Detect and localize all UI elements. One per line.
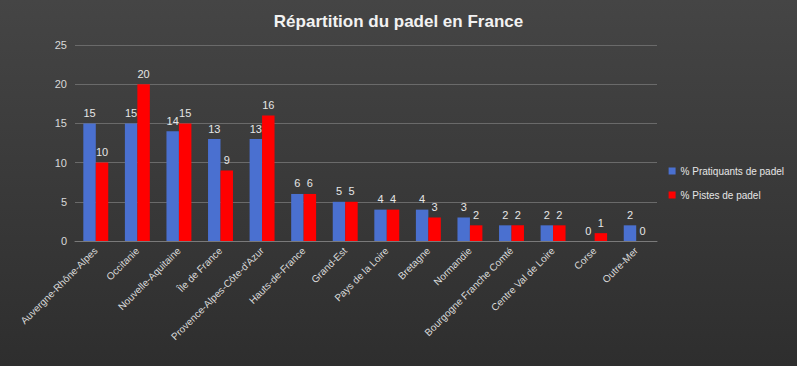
svg-text:Centre Val de Loire: Centre Val de Loire xyxy=(489,245,557,313)
svg-text:Occitanie: Occitanie xyxy=(104,245,142,283)
svg-text:20: 20 xyxy=(55,78,67,90)
svg-text:Nouvelle-Aquitaine: Nouvelle-Aquitaine xyxy=(116,245,183,312)
svg-text:4: 4 xyxy=(390,193,396,205)
svg-text:5: 5 xyxy=(336,185,342,197)
svg-text:13: 13 xyxy=(250,123,262,135)
svg-text:5: 5 xyxy=(348,185,354,197)
svg-text:6: 6 xyxy=(294,177,300,189)
svg-text:14: 14 xyxy=(167,115,179,127)
svg-text:Auvergne-Rhône-Alpes: Auvergne-Rhône-Alpes xyxy=(19,245,100,326)
svg-text:Pays de la Loire: Pays de la Loire xyxy=(332,245,391,304)
svg-text:1: 1 xyxy=(598,217,604,229)
svg-text:% Pistes de padel: % Pistes de padel xyxy=(681,190,761,201)
svg-text:6: 6 xyxy=(307,177,313,189)
svg-text:2: 2 xyxy=(502,209,508,221)
svg-text:20: 20 xyxy=(137,68,149,80)
svg-text:2: 2 xyxy=(556,209,562,221)
svg-text:15: 15 xyxy=(125,107,137,119)
svg-text:13: 13 xyxy=(208,123,220,135)
svg-text:2: 2 xyxy=(473,209,479,221)
svg-text:15: 15 xyxy=(83,107,95,119)
svg-text:9: 9 xyxy=(224,154,230,166)
svg-text:3: 3 xyxy=(432,201,438,213)
svg-text:4: 4 xyxy=(419,193,425,205)
svg-text:Bretagne: Bretagne xyxy=(396,245,433,282)
svg-text:0: 0 xyxy=(61,235,67,247)
svg-text:Corse: Corse xyxy=(572,245,599,272)
svg-text:5: 5 xyxy=(61,196,67,208)
svg-text:Bourgogne Franche Comté: Bourgogne Franche Comté xyxy=(422,245,516,339)
svg-text:2: 2 xyxy=(627,209,633,221)
svg-text:10: 10 xyxy=(55,157,67,169)
svg-text:0: 0 xyxy=(639,225,645,237)
svg-text:2: 2 xyxy=(515,209,521,221)
svg-text:% Pratiquants de padel: % Pratiquants de padel xyxy=(681,166,784,177)
svg-text:16: 16 xyxy=(262,99,274,111)
svg-text:3: 3 xyxy=(461,201,467,213)
svg-text:Île de France: Île de France xyxy=(175,245,225,295)
svg-text:Outre-Mer: Outre-Mer xyxy=(600,245,640,285)
svg-text:10: 10 xyxy=(96,146,108,158)
svg-text:Grand-Est: Grand-Est xyxy=(309,245,349,285)
svg-text:Hauts-de-France: Hauts-de-France xyxy=(247,245,308,306)
svg-text:15: 15 xyxy=(55,117,67,129)
svg-text:15: 15 xyxy=(179,107,191,119)
svg-text:4: 4 xyxy=(377,193,383,205)
svg-text:2: 2 xyxy=(544,209,550,221)
svg-text:25: 25 xyxy=(55,39,67,51)
svg-text:0: 0 xyxy=(585,225,591,237)
svg-text:Répartition du padel en France: Répartition du padel en France xyxy=(274,12,523,31)
svg-text:Normandie: Normandie xyxy=(432,245,475,288)
svg-text:Provence-Alpes-Côte-d'Azur: Provence-Alpes-Côte-d'Azur xyxy=(168,245,266,343)
